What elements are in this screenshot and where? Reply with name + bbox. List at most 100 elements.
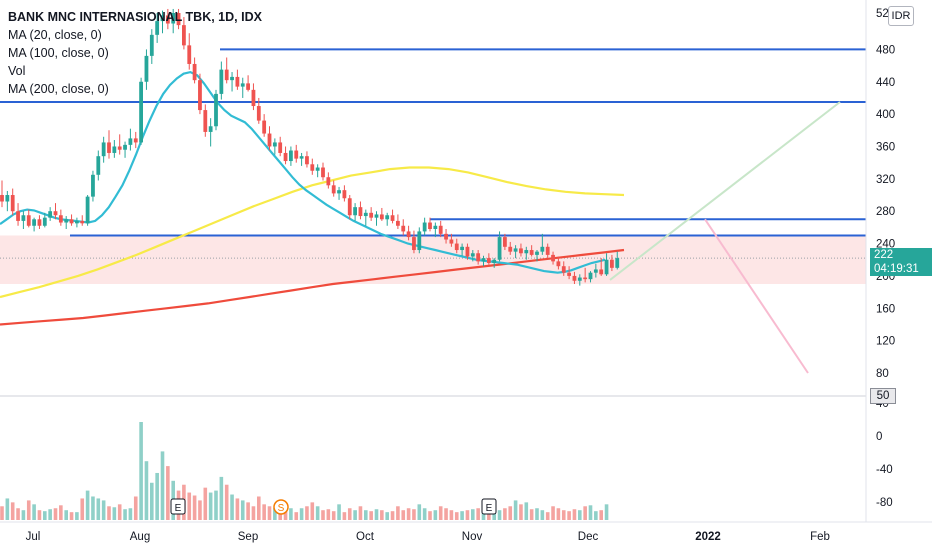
candle-body — [465, 246, 470, 257]
volume-bar — [91, 496, 95, 520]
candle-body — [535, 251, 539, 255]
candle-body — [347, 198, 352, 216]
candle-body — [283, 152, 288, 162]
volume-bar — [310, 502, 315, 520]
candle-body — [5, 195, 10, 202]
volume-bar — [321, 510, 325, 520]
candle-body — [412, 237, 416, 251]
price-tick-label: 360 — [876, 141, 895, 153]
time-tick-label: Dec — [578, 531, 599, 543]
candle-body — [551, 254, 555, 262]
candle-body — [42, 217, 47, 226]
candle-body — [85, 196, 90, 224]
candle-body — [224, 69, 229, 81]
legend-ma100[interactable]: MA (100, close, 0) — [8, 46, 109, 60]
candle-body — [588, 272, 593, 280]
volume-bar — [235, 498, 240, 520]
volume-bar — [5, 498, 10, 520]
candle-body — [513, 248, 518, 252]
currency-badge[interactable]: IDR — [888, 6, 914, 26]
candle-body — [476, 253, 481, 262]
volume-bar — [305, 506, 309, 520]
volume-bar — [0, 506, 4, 520]
candle-body — [390, 215, 395, 221]
volume-bar — [101, 500, 106, 520]
candle-body — [214, 93, 218, 127]
candle-body — [96, 156, 101, 175]
volume-bar — [208, 492, 213, 520]
volume-bar — [289, 508, 293, 520]
volume-bar — [214, 490, 218, 520]
volume-bar — [567, 511, 571, 520]
volume-bar — [406, 508, 411, 520]
candle-body — [278, 142, 283, 153]
volume-bar — [257, 496, 261, 520]
legend-vol[interactable]: Vol — [8, 64, 26, 78]
candle-body — [176, 13, 181, 26]
volume-bar — [69, 512, 74, 520]
volume-bar — [556, 508, 561, 520]
volume-bar — [342, 512, 347, 520]
candle-body — [21, 215, 26, 221]
volume-bar — [545, 512, 550, 520]
volume-bar — [385, 512, 389, 520]
candle-body — [438, 225, 443, 234]
candle-body — [305, 156, 309, 165]
candle-body — [160, 15, 165, 22]
volume-bar — [96, 498, 101, 520]
price-tick-label: 480 — [876, 44, 895, 56]
volume-bar — [117, 504, 122, 520]
volume-bar — [444, 508, 448, 520]
projection-up-line — [609, 101, 841, 281]
candle-body — [342, 190, 347, 199]
candle-body — [363, 212, 368, 217]
candle-body — [171, 13, 176, 24]
horizontal-levels — [0, 48, 866, 237]
volume-bar — [417, 504, 422, 520]
candle-body — [486, 258, 491, 263]
candle-body — [454, 243, 459, 251]
candle-body — [428, 222, 432, 229]
candle-body — [561, 266, 566, 273]
volume-tick-label: -40 — [876, 464, 893, 476]
candle-body — [289, 150, 293, 162]
legend-title: BANK MNC INTERNASIONAL TBK, 1D, IDX — [8, 10, 262, 24]
legend-ma20[interactable]: MA (20, close, 0) — [8, 28, 102, 42]
candle-body — [246, 83, 250, 90]
volume-bar — [594, 511, 598, 520]
candle-body — [401, 225, 406, 232]
candle-body — [107, 142, 111, 153]
volume-bar — [497, 510, 502, 520]
candle-body — [529, 250, 534, 255]
split-event-marker[interactable]: S — [273, 499, 289, 515]
volume-bar — [10, 502, 15, 520]
candle-body — [117, 146, 122, 150]
candle-body — [572, 275, 577, 281]
last-price-value: 222 — [874, 249, 894, 261]
candle-body — [75, 220, 79, 224]
legend-ma200[interactable]: MA (200, close, 0) — [8, 82, 109, 96]
volume-bar — [471, 509, 475, 520]
volume-bar — [240, 500, 245, 520]
volume-bar — [428, 511, 432, 520]
time-tick-label: Aug — [130, 531, 150, 543]
candle-body — [64, 219, 69, 223]
earnings-event-marker[interactable]: E — [170, 498, 186, 515]
volume-bar — [433, 510, 438, 520]
candle-body — [444, 233, 448, 240]
volume-bar — [219, 476, 224, 520]
volume-bar — [508, 506, 513, 520]
candle-body — [610, 259, 614, 268]
volume-bar — [540, 510, 545, 520]
volume-bar — [21, 510, 26, 520]
candle-body — [593, 269, 598, 273]
time-tick-label: 2022 — [695, 531, 721, 543]
candle-body — [470, 253, 475, 257]
split-icon — [273, 499, 289, 515]
candle-body — [294, 150, 299, 159]
candle-body — [369, 212, 374, 218]
earnings-event-marker[interactable]: E — [481, 498, 497, 515]
